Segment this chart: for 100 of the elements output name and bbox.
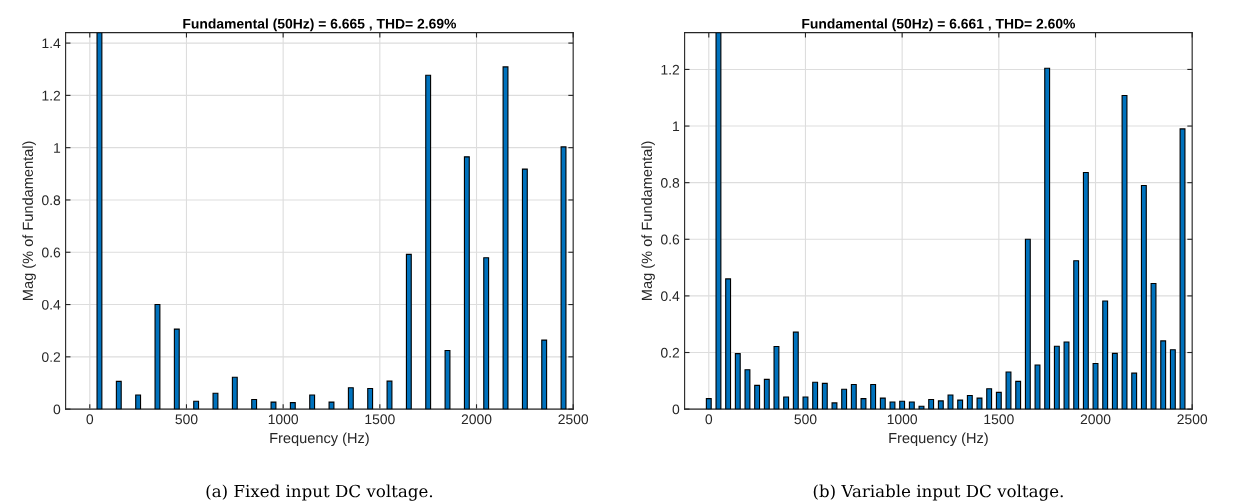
bar — [1053, 345, 1060, 410]
bar — [231, 376, 238, 410]
x-tick-label: 2000 — [461, 414, 492, 425]
bar — [705, 398, 712, 410]
bar — [783, 396, 790, 410]
bar — [1169, 349, 1176, 410]
bar — [289, 402, 296, 410]
bar — [173, 328, 180, 410]
bar — [1150, 282, 1157, 410]
text: (b) Variable input DC voltage. — [813, 484, 1063, 501]
x-tick-label: 2500 — [558, 414, 589, 425]
bar — [763, 378, 770, 410]
y-tick-label: 0.6 — [660, 234, 680, 245]
chart-title: Fundamental (50Hz) = 6.661 , THD= 2.60% — [802, 18, 1076, 32]
y-tick-label: 0 — [53, 404, 61, 415]
bar — [773, 346, 780, 410]
x-tick-label: 1000 — [887, 414, 918, 425]
bar — [725, 278, 732, 410]
bar — [483, 257, 490, 410]
y-tick-label: 0.2 — [660, 347, 680, 358]
bar — [879, 397, 886, 410]
y-tick-label: 1.4 — [42, 38, 61, 49]
y-tick-label: 1.2 — [661, 64, 680, 75]
bar — [1121, 94, 1128, 410]
text: (a) Fixed input DC voltage. — [206, 484, 433, 501]
bar — [986, 388, 993, 410]
bar — [1131, 372, 1138, 410]
bar — [96, 32, 103, 410]
y-tick-label: 0.2 — [41, 352, 61, 363]
bar — [367, 387, 374, 410]
x-tick-label: 1500 — [365, 414, 395, 425]
bar — [957, 399, 964, 410]
y-axis-title: Mag (% of Fundamental) — [641, 141, 655, 300]
bar — [193, 400, 200, 410]
y-tick-label: 0.8 — [41, 195, 61, 206]
x-axis-title: Frequency (Hz) — [889, 432, 988, 447]
y-tick-label: 0 — [672, 404, 680, 415]
bar — [850, 383, 857, 410]
bar — [270, 401, 277, 410]
bar — [1034, 364, 1041, 410]
bar — [1024, 238, 1031, 410]
bar — [154, 303, 161, 410]
bar — [425, 74, 432, 410]
bar — [560, 146, 567, 410]
y-tick-label: 0.8 — [660, 178, 680, 188]
bar — [1140, 184, 1147, 410]
y-tick-label: 1.2 — [42, 90, 61, 101]
bar — [212, 392, 219, 410]
y-tick-label: 1 — [673, 121, 680, 132]
bar — [463, 156, 470, 410]
bar — [744, 369, 751, 410]
bar — [734, 353, 741, 410]
bar — [889, 401, 896, 410]
bar — [937, 400, 944, 410]
y-tick-label: 1 — [54, 143, 61, 153]
bar — [870, 383, 877, 410]
bar — [1160, 340, 1167, 410]
bar — [444, 350, 451, 410]
bar — [1015, 380, 1022, 410]
bar — [251, 398, 258, 410]
bar — [1092, 362, 1099, 410]
x-axis-title: Frequency (Hz) — [270, 432, 369, 447]
bar — [405, 253, 412, 410]
x-tick-label: 1000 — [268, 414, 299, 425]
bar — [1005, 371, 1012, 410]
bar — [802, 396, 809, 410]
bar — [1044, 67, 1051, 410]
y-tick-label: 0.6 — [41, 247, 61, 258]
bar — [347, 387, 354, 410]
bar — [1063, 341, 1070, 410]
y-axis-title: Mag (% of Fundamental) — [22, 141, 36, 300]
bar — [995, 391, 1002, 410]
bar — [115, 380, 122, 410]
bar — [754, 384, 761, 410]
bar — [908, 401, 915, 410]
x-tick-label: 500 — [175, 414, 198, 425]
x-tick-label: 2000 — [1080, 414, 1111, 425]
bar — [715, 32, 722, 410]
bar — [502, 66, 509, 410]
bar — [135, 394, 142, 410]
bar — [328, 401, 335, 410]
bar — [918, 405, 925, 410]
bar — [309, 394, 316, 410]
bar — [928, 398, 935, 410]
bar — [821, 382, 828, 410]
bar — [966, 394, 973, 410]
bar — [1073, 260, 1080, 410]
chart-title: Fundamental (50Hz) = 6.665 , THD= 2.69% — [183, 18, 457, 32]
bar — [541, 339, 548, 410]
x-tick-label: 0 — [705, 414, 713, 425]
bar — [812, 381, 819, 410]
bar — [792, 331, 799, 410]
x-tick-label: 500 — [794, 414, 817, 425]
x-tick-label: 0 — [86, 414, 94, 425]
bar — [976, 397, 983, 410]
bar — [831, 402, 838, 410]
x-tick-label: 1500 — [984, 414, 1014, 425]
x-tick-label: 2500 — [1177, 414, 1208, 425]
bar — [947, 394, 954, 410]
bar — [841, 388, 848, 410]
